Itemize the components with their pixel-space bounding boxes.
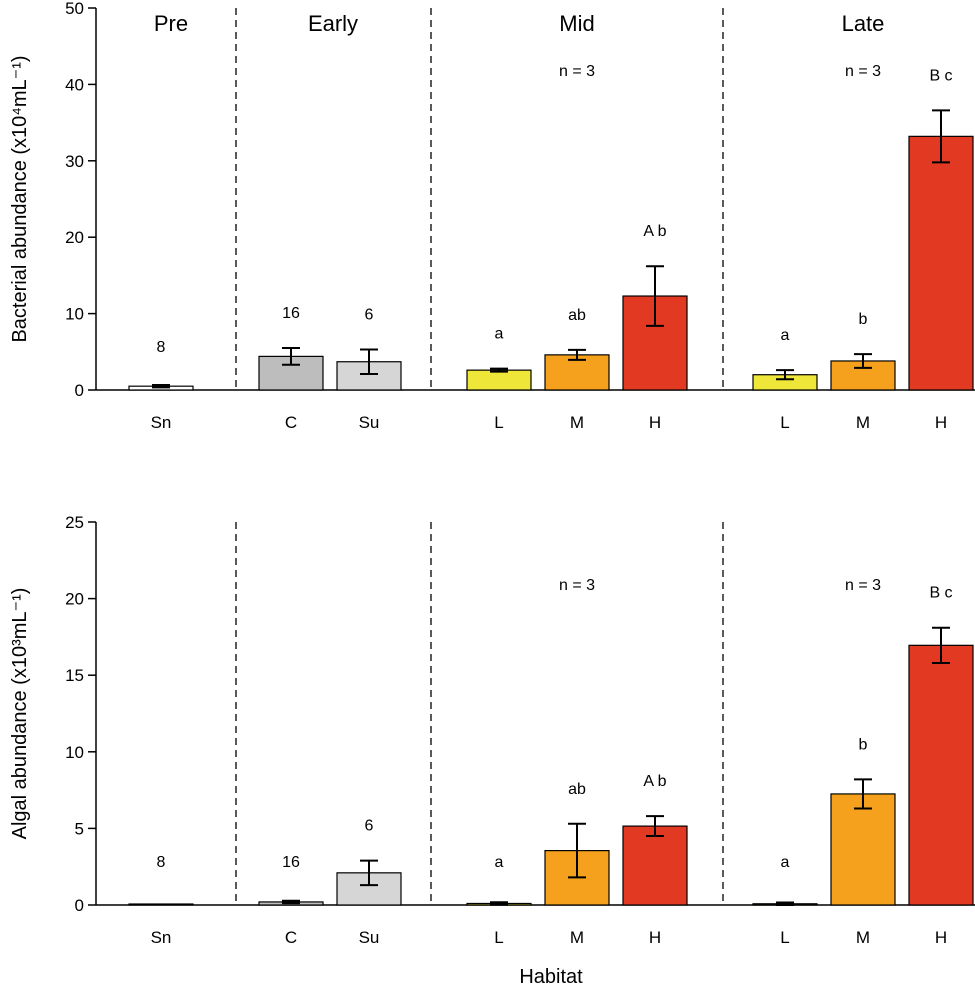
y-tick-label: 50 [65,0,84,18]
sample-size-label: n = 3 [559,577,595,594]
stage-label: Early [308,11,358,36]
stage-label: Mid [559,11,594,36]
x-category-label: Su [359,928,380,947]
sample-size-label: n = 3 [845,63,881,80]
x-category-label: L [780,413,789,432]
stage-label: Late [842,11,885,36]
y-tick-label: 5 [75,819,84,838]
significance-label: 8 [157,339,166,356]
panel-bottom: 0 5 10 15 20 25 Algal abundance (x10³mL⁻¹) n = … [9,513,975,988]
sample-size-label: n = 3 [845,577,881,594]
significance-label: 16 [282,854,300,871]
significance-label: 8 [157,854,166,871]
significance-label: a [495,854,504,871]
x-category-label: M [856,413,870,432]
panel-top: 0 10 20 30 40 50 Bacterial abundance (x10⁴mL⁻¹… [9,0,975,432]
bar [908,135,974,391]
y-tick-label: 10 [65,743,84,762]
bar [908,644,974,906]
significance-label: A b [643,773,666,790]
y-tick-label: 0 [75,896,84,915]
significance-label: ab [568,781,586,798]
x-category-label: C [285,928,297,947]
y-tick-label: 0 [75,381,84,400]
x-category-label: Su [359,413,380,432]
significance-label: 16 [282,305,300,322]
x-category-label: H [935,413,947,432]
y-tick-label: 25 [65,513,84,532]
x-category-label: L [780,928,789,947]
x-category-label: C [285,413,297,432]
significance-label: A b [643,223,666,240]
x-category-label: Sn [151,928,172,947]
x-category-label: M [570,413,584,432]
x-category-label: H [649,413,661,432]
y-tick-label: 10 [65,305,84,324]
x-category-label: H [649,928,661,947]
significance-label: B c [929,585,952,602]
significance-label: 6 [365,307,374,324]
significance-label: b [859,736,868,753]
significance-label: a [781,327,790,344]
y-tick-label: 40 [65,75,84,94]
bar [622,825,688,906]
bar [128,903,194,906]
x-category-label: Sn [151,413,172,432]
significance-label: b [859,311,868,328]
y-axis-title: Bacterial abundance (x10⁴mL⁻¹) [9,55,31,342]
significance-label: a [495,326,504,343]
y-tick-label: 20 [65,590,84,609]
y-tick-label: 15 [65,666,84,685]
sample-size-label: n = 3 [559,63,595,80]
y-tick-label: 30 [65,152,84,171]
y-axis-title: Algal abundance (x10³mL⁻¹) [9,588,31,840]
y-tick-label: 20 [65,228,84,247]
x-category-label: H [935,928,947,947]
stage-label: Pre [154,11,188,36]
significance-label: a [781,854,790,871]
bar [830,793,896,906]
x-category-label: L [494,928,503,947]
bar [466,369,532,391]
x-category-label: M [570,928,584,947]
x-category-label: L [494,413,503,432]
significance-label: 6 [365,818,374,835]
significance-label: ab [568,307,586,324]
x-axis-title: Habitat [519,966,583,988]
x-category-label: M [856,928,870,947]
significance-label: B c [929,67,952,84]
